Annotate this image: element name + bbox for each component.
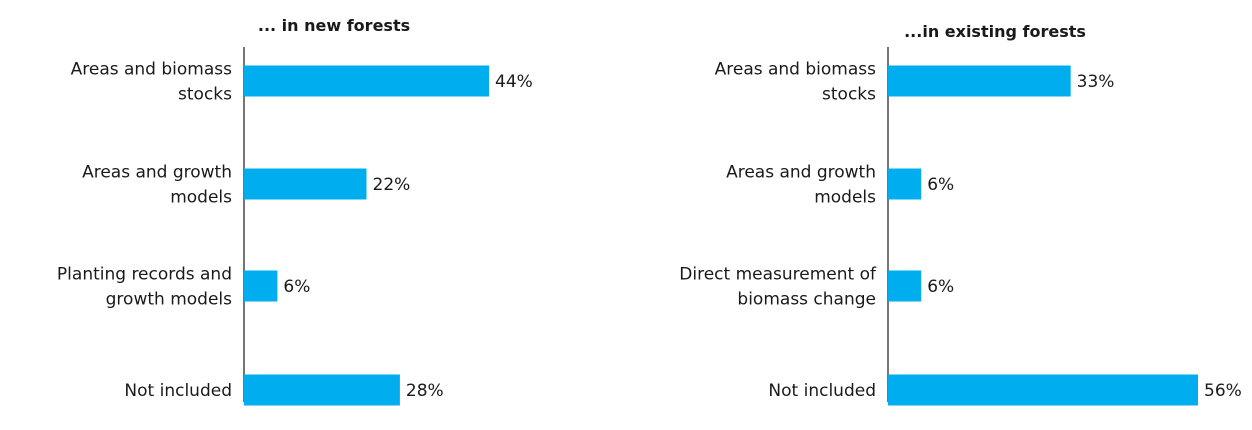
category-label: Areas and biomass stocks (715, 60, 877, 105)
chart-title: ... in new forests (258, 16, 410, 35)
category-label-line: Areas and growth (82, 163, 232, 183)
category-label-line: stocks (822, 85, 876, 105)
category-label-line: Areas and biomass (715, 60, 877, 80)
bar-value-label: 6% (927, 277, 954, 297)
bar (888, 374, 1198, 406)
category-label-line: Planting records and (57, 265, 232, 285)
category-label: Direct measurement of biomass change (679, 265, 877, 310)
category-label-line: models (814, 188, 876, 208)
category-label: Areas and growth models (726, 163, 876, 208)
bar (888, 65, 1071, 97)
bar (888, 270, 922, 302)
category-label-line: Not included (768, 381, 876, 401)
bar-value-label: 33% (1077, 72, 1115, 92)
bar-value-label: 56% (1204, 381, 1242, 401)
bar (244, 65, 489, 97)
category-label: Areas and biomass stocks (71, 60, 233, 105)
category-label: Not included (768, 381, 876, 401)
bar (244, 168, 367, 200)
category-label: Planting records and growth models (57, 265, 232, 310)
chart-title: ...in existing forests (904, 22, 1086, 41)
bar-value-label: 28% (406, 381, 444, 401)
bar (244, 270, 278, 302)
category-label-line: Areas and growth (726, 163, 876, 183)
chart-panel-existing-forests: ...in existing forests 33% Areas and bioma… (679, 22, 1242, 406)
category-label: Areas and growth models (82, 163, 232, 208)
bar-value-label: 44% (495, 72, 533, 92)
category-label-line: Direct measurement of (679, 265, 877, 285)
chart-panel-new-forests: ... in new forests 44% Areas and biomass st… (57, 16, 533, 406)
category-label: Not included (124, 381, 232, 401)
bar (244, 374, 400, 406)
category-label-line: Not included (124, 381, 232, 401)
category-label-line: growth models (106, 290, 232, 310)
bar-value-label: 6% (283, 277, 310, 297)
category-label-line: Areas and biomass (71, 60, 233, 80)
category-label-line: biomass change (737, 290, 876, 310)
category-label-line: stocks (178, 85, 232, 105)
category-label-line: models (170, 188, 232, 208)
bar-value-label: 22% (373, 175, 411, 195)
bar-value-label: 6% (927, 175, 954, 195)
bar (888, 168, 922, 200)
